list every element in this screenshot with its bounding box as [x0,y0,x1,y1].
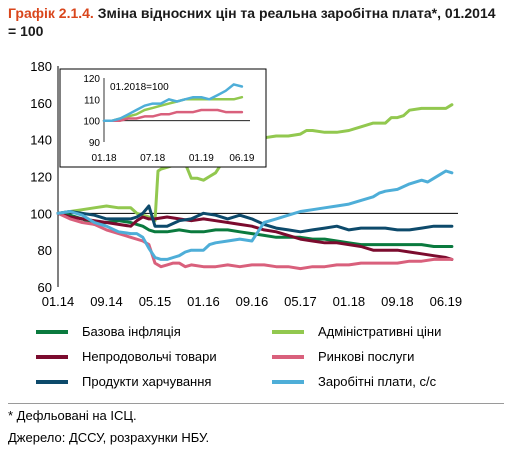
x-tick-label: 09.14 [90,294,123,309]
inset-y-tick-label: 100 [83,117,100,128]
legend-swatch [36,379,68,384]
legend-swatch [272,354,304,359]
y-tick-label: 140 [30,133,52,148]
y-tick-label: 180 [30,59,52,74]
main-line-2 [56,211,454,261]
x-tick-label: 06.19 [430,294,463,309]
legend-item: Продукти харчування [36,374,211,390]
y-tick-label: 100 [30,206,52,221]
legend-label: Ринкові послуги [318,349,415,364]
inset-x-tick-label: 01.19 [189,153,214,164]
inset-x-tick-label: 07.18 [140,153,165,164]
inset-line-2 [102,83,244,122]
legend-label: Адміністративні ціни [318,324,442,339]
legend-item: Адміністративні ціни [272,324,441,340]
inset-y-tick-label: 120 [83,74,100,85]
chart-title: Графік 2.1.4. Зміна відносних цін та реа… [8,4,504,40]
inset-line-1 [102,108,244,122]
legend-label: Непродовольчі товари [82,349,217,364]
main-tick-labels: 60 80 100 120 140 160 180 01.14 09.14 05.15 01.16 0… [30,59,462,309]
main-line-0 [56,211,454,248]
inset-y-tick-label: 90 [89,138,101,149]
footer-divider [8,403,504,404]
inset-x-tick-label: 01.18 [91,153,116,164]
x-tick-label: 05.17 [284,294,317,309]
legend-label: Заробітні плати, с/с [318,374,437,389]
y-tick-label: 120 [30,170,52,185]
y-tick-label: 80 [38,243,52,258]
x-tick-label: 01.16 [187,294,220,309]
y-tick-label: 60 [38,280,52,295]
main-line-3 [56,211,454,271]
main-line-4 [56,204,454,234]
x-tick-label: 01.18 [333,294,366,309]
inset-line-0 [102,95,244,122]
main-axes [57,66,458,287]
main-line-5 [56,169,454,261]
x-tick-label: 01.14 [42,294,75,309]
inset-chart: 90 100 110 120 01.18 07.18 01.19 06.19 01.2018=1… [59,68,267,168]
legend-swatch [36,329,68,334]
legend-label: Базова інфляція [82,324,181,339]
chart-title-text: Зміна відносних цін та реальна заробітна… [8,5,496,39]
inset-y-tick-label: 110 [84,95,100,106]
x-tick-label: 05.15 [139,294,172,309]
inset-x-tick-label: 06.19 [229,153,254,164]
legend-swatch [272,379,304,384]
x-tick-label: 09.18 [381,294,414,309]
y-tick-label: 160 [30,96,52,111]
legend-item: Ринкові послуги [272,349,414,365]
line-chart: 60 80 100 120 140 160 180 01.14 09.14 05.15 01.16 0… [30,59,462,309]
chart-title-number: Графік 2.1.4. [8,5,94,21]
legend-label: Продукти харчування [82,374,212,389]
footnote: * Дефльовані на ІСЦ. [8,408,137,423]
x-tick-label: 09.16 [236,294,269,309]
legend-item: Базова інфляція [36,324,181,340]
legend-item: Непродовольчі товари [36,349,217,365]
inset-annotation: 01.2018=100 [110,82,169,93]
legend-item: Заробітні плати, с/с [272,374,436,390]
source-note: Джерело: ДССУ, розрахунки НБУ. [8,430,210,445]
legend-swatch [272,329,304,334]
legend-swatch [36,354,68,359]
